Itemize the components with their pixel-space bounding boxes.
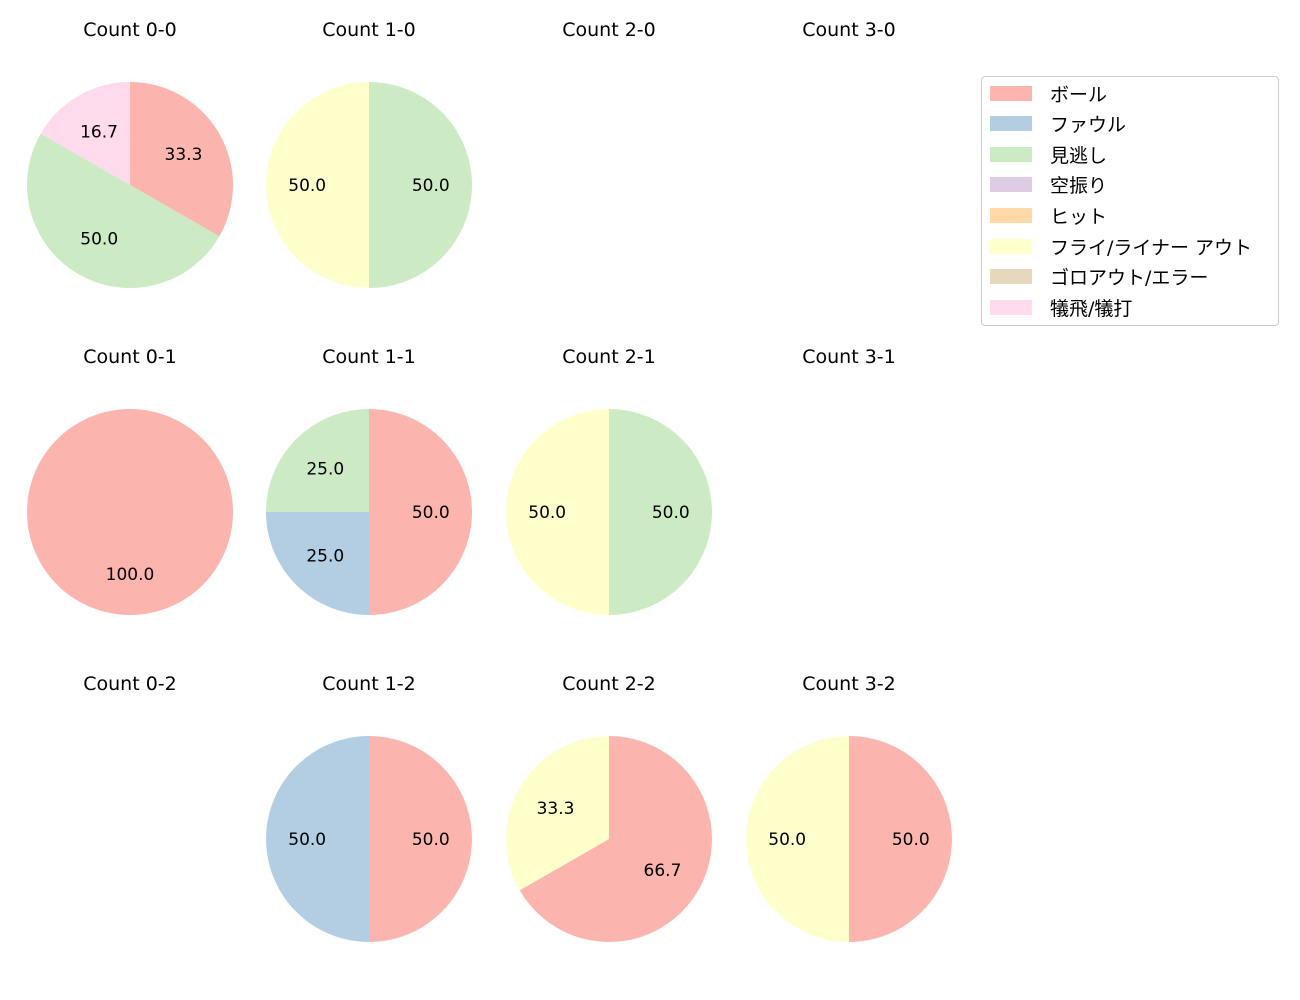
subplot-title: Count 3-0 (802, 19, 896, 41)
legend-swatch-icon (990, 207, 1032, 223)
pie-subplot: Count 1-2 50.0 50.0 (266, 673, 472, 942)
legend-item: 見逃し (990, 143, 1108, 167)
pie-slice (369, 82, 472, 288)
legend-swatch-icon (990, 177, 1032, 193)
legend-label: ゴロアウト/エラー (1050, 267, 1209, 290)
legend-label: 空振り (1050, 175, 1108, 198)
legend-swatch-icon (990, 269, 1032, 285)
legend-label: 犠飛/犠打 (1050, 297, 1133, 320)
subplot-title: Count 3-1 (802, 346, 896, 368)
slice-value-label: 16.7 (80, 123, 118, 143)
legend-item: 空振り (990, 174, 1108, 198)
subplot-title: Count 1-2 (322, 673, 416, 695)
subplot-title: Count 2-0 (562, 19, 656, 41)
pie-slice (266, 512, 369, 615)
legend-label: 見逃し (1050, 144, 1108, 167)
legend-item: ゴロアウト/エラー (990, 266, 1209, 290)
pie-subplot: Count 2-1 50.0 50.0 (506, 346, 712, 615)
slice-value-label: 50.0 (288, 176, 326, 196)
legend-swatch-icon (990, 146, 1032, 162)
pie-subplot: Count 0-1 100.0 (27, 346, 233, 615)
slice-value-label: 50.0 (412, 503, 450, 523)
pie-subplot: Count 3-1 (802, 346, 896, 368)
legend-label: ヒット (1050, 205, 1108, 228)
legend-item: ファウル (990, 113, 1127, 137)
legend-swatch-icon (990, 238, 1032, 254)
legend-swatch-icon (990, 299, 1032, 315)
subplot-title: Count 1-0 (322, 19, 416, 41)
subplot-title: Count 1-1 (322, 346, 416, 368)
slice-value-label: 50.0 (528, 503, 566, 523)
slice-value-label: 50.0 (768, 830, 806, 850)
pie-subplot: Count 2-2 66.7 33.3 (506, 673, 712, 942)
pie-subplot: Count 0-0 33.3 50.0 16.7 (27, 19, 233, 288)
slice-value-label: 50.0 (412, 176, 450, 196)
subplot-title: Count 0-0 (83, 19, 177, 41)
pie-slice (369, 736, 472, 942)
legend-label: ファウル (1050, 114, 1127, 137)
slice-value-label: 50.0 (652, 503, 690, 523)
subplot-title: Count 3-2 (802, 673, 896, 695)
subplot-title: Count 0-2 (83, 673, 177, 695)
slice-value-label: 33.3 (165, 145, 203, 165)
slice-value-label: 50.0 (80, 230, 118, 250)
subplot-title: Count 2-1 (562, 346, 656, 368)
slice-value-label: 50.0 (412, 830, 450, 850)
slice-value-label: 66.7 (644, 861, 682, 881)
legend-item: ヒット (990, 204, 1108, 228)
slice-value-label: 25.0 (306, 547, 344, 567)
slice-value-label: 33.3 (537, 799, 575, 819)
subplot-title: Count 0-1 (83, 346, 177, 368)
legend-label: ボール (1050, 83, 1108, 106)
pie-slice (369, 409, 472, 615)
pie-subplot: Count 3-2 50.0 50.0 (746, 673, 952, 942)
legend: ボールファウル見逃し空振りヒットフライ/ライナー アウト ゴロアウト/エラー 犠飛/… (981, 76, 1279, 326)
pie-slice (266, 736, 369, 942)
pie-subplot: Count 1-0 50.0 50.0 (266, 19, 472, 288)
pie-slice (506, 736, 609, 891)
pie-slice (609, 409, 712, 615)
legend-item: フライ/ライナー アウト (990, 235, 1253, 259)
pie-slice (266, 82, 369, 288)
pie-slice (27, 133, 220, 288)
pie-slice (40, 82, 130, 185)
slice-value-label: 50.0 (892, 830, 930, 850)
pie-slice (27, 409, 233, 615)
pie-subplot: Count 2-0 (562, 19, 656, 41)
pie-slice (506, 409, 609, 615)
pie-subplot: Count 0-2 (83, 673, 177, 695)
pie-slice (849, 736, 952, 942)
pie-slice (519, 736, 712, 942)
legend-swatch-icon (990, 116, 1032, 132)
slice-value-label: 50.0 (288, 830, 326, 850)
legend-label: フライ/ライナー アウト (1050, 236, 1253, 259)
pie-subplot: Count 3-0 (802, 19, 896, 41)
legend-item: ボール (990, 82, 1108, 106)
legend-item: 犠飛/犠打 (990, 296, 1133, 320)
pie-subplot: Count 1-1 50.0 25.0 25.0 (266, 346, 472, 615)
slice-value-label: 25.0 (306, 459, 344, 479)
pie-slice (130, 82, 233, 237)
slice-value-label: 100.0 (106, 565, 155, 585)
subplot-title: Count 2-2 (562, 673, 656, 695)
pie-slice (746, 736, 849, 942)
pie-slice (266, 409, 369, 512)
legend-swatch-icon (990, 85, 1032, 101)
